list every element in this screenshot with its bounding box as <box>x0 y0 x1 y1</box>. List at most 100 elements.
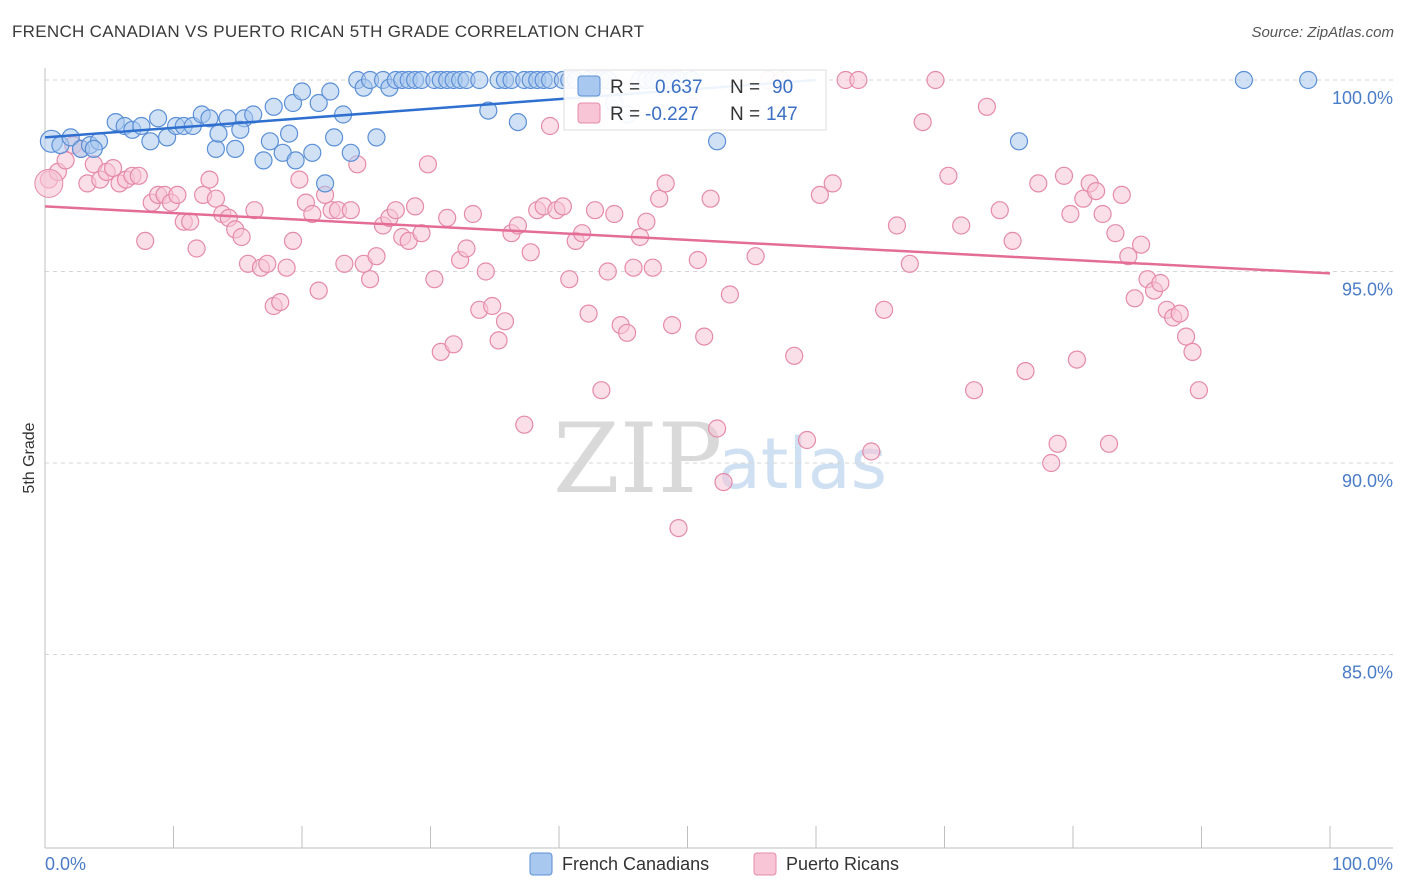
data-point <box>260 132 279 151</box>
chart-title: FRENCH CANADIAN VS PUERTO RICAN 5TH GRAD… <box>12 22 645 41</box>
data-point <box>1009 132 1029 151</box>
data-point <box>650 189 669 208</box>
gridlines <box>45 79 1393 655</box>
data-point <box>209 124 228 143</box>
x-tick-label-max: 100.0% <box>1332 854 1393 874</box>
data-point <box>701 189 720 208</box>
data-point <box>187 239 206 258</box>
data-point <box>132 116 151 136</box>
chart-source: Source: ZipAtlas.com <box>1251 24 1394 41</box>
data-point <box>367 247 386 266</box>
legend-swatch-french-canadians <box>529 852 553 876</box>
data-point <box>425 270 444 289</box>
stats-blue-r-value: 0.637 <box>655 77 703 98</box>
data-point <box>232 227 251 247</box>
data-point <box>605 204 624 224</box>
stats-pink-r-value: -0.227 <box>645 104 699 125</box>
data-point <box>444 335 463 354</box>
data-point <box>939 166 958 185</box>
data-point <box>303 143 322 162</box>
data-point <box>624 258 643 277</box>
y-tick-labels: 100.0% 95.0% 90.0% 85.0% <box>1332 88 1393 683</box>
data-point <box>495 312 515 331</box>
data-point <box>335 254 354 273</box>
data-point <box>553 197 573 216</box>
watermark-zip: ZIP <box>553 403 722 515</box>
data-point <box>56 151 75 170</box>
data-point <box>1299 70 1318 90</box>
data-point <box>1086 182 1106 201</box>
data-point <box>1093 204 1112 224</box>
data-point <box>1003 231 1022 250</box>
data-point <box>84 139 103 158</box>
data-point <box>707 132 727 151</box>
data-point <box>637 212 656 231</box>
data-point <box>309 281 328 300</box>
data-point <box>206 189 225 208</box>
data-point <box>386 201 405 220</box>
data-point <box>926 70 945 90</box>
data-point <box>406 197 425 216</box>
data-point <box>977 97 997 116</box>
data-point <box>617 323 637 342</box>
data-point <box>1176 327 1196 346</box>
data-point <box>226 139 245 158</box>
data-point <box>1189 381 1209 400</box>
data-point <box>292 82 312 101</box>
axes <box>44 68 1393 849</box>
legend-swatch-puerto-ricans <box>753 852 777 876</box>
data-point <box>280 124 299 143</box>
stats-pink-n-label: N = <box>730 104 760 125</box>
data-point <box>1125 289 1144 308</box>
data-point <box>141 132 160 151</box>
data-point <box>245 201 264 220</box>
data-point <box>540 116 560 136</box>
stats-swatch-blue <box>577 75 601 97</box>
data-point <box>470 70 489 90</box>
data-point <box>887 216 907 235</box>
stats-legend-box <box>563 69 827 131</box>
data-point <box>129 166 148 185</box>
data-point <box>1029 174 1048 193</box>
data-point <box>206 139 225 158</box>
data-point <box>662 316 682 335</box>
data-point <box>1234 70 1254 90</box>
data-point <box>438 208 457 227</box>
data-point <box>483 296 502 316</box>
data-point <box>200 170 219 189</box>
stats-legend: R = 0.637 N = 90 R = -0.227 N = 147 <box>563 69 827 131</box>
data-point <box>316 174 335 193</box>
stats-pink-r-label: R = <box>610 104 640 125</box>
data-point <box>254 151 273 170</box>
data-point <box>579 304 598 323</box>
data-point <box>1099 434 1119 453</box>
data-point <box>688 250 707 270</box>
stats-blue-n-value: 90 <box>772 77 793 98</box>
data-point <box>952 216 971 235</box>
data-point <box>341 201 360 220</box>
data-point <box>418 155 437 174</box>
y-tick-label: 85.0% <box>1342 663 1393 683</box>
bottom-legend: French Canadians Puerto Ricans <box>529 852 899 876</box>
data-point <box>874 300 894 319</box>
data-point <box>900 254 919 273</box>
series-puerto-ricans <box>34 70 1209 538</box>
stats-pink-n-value: 147 <box>766 104 798 125</box>
y-tick-label: 95.0% <box>1342 280 1393 300</box>
data-point <box>1054 166 1074 185</box>
data-point <box>457 239 476 258</box>
data-point <box>286 151 305 170</box>
data-point <box>136 231 155 250</box>
data-point <box>707 419 727 438</box>
y-tick-label: 100.0% <box>1332 88 1393 108</box>
data-point <box>1131 235 1151 254</box>
data-point <box>168 185 187 204</box>
data-point <box>34 168 64 198</box>
data-point <box>367 128 386 147</box>
data-point <box>515 415 534 434</box>
data-point <box>656 174 675 193</box>
data-point <box>913 112 932 132</box>
data-point <box>277 258 296 277</box>
data-point <box>521 243 540 262</box>
